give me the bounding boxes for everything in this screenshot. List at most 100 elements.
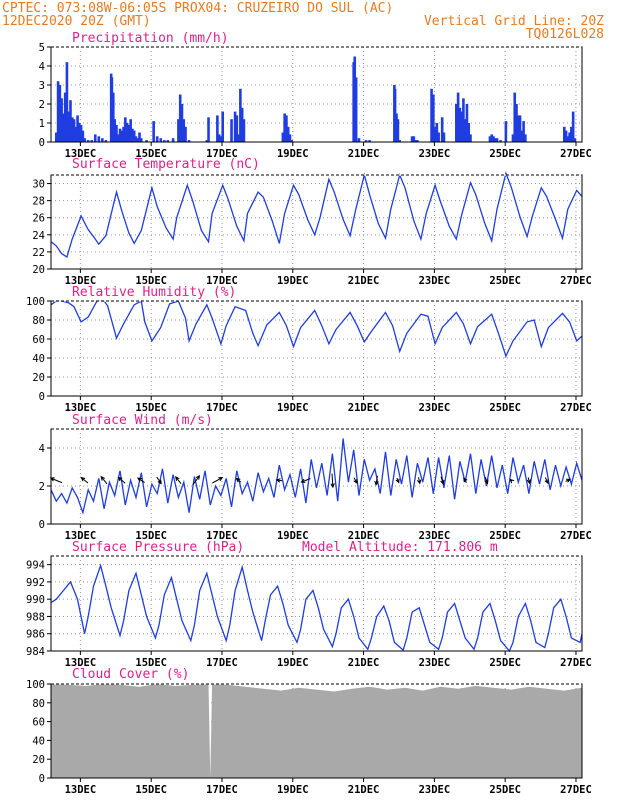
y-tick-label: 28 bbox=[32, 196, 45, 208]
panel-frame bbox=[50, 428, 583, 525]
y-tick-label: 2 bbox=[39, 99, 45, 111]
x-day-label: 27DEC bbox=[560, 148, 592, 160]
precip-bar bbox=[437, 132, 440, 142]
y-tick-label: 4 bbox=[39, 61, 45, 73]
x-day-label: 17DEC bbox=[206, 784, 238, 796]
precip-bar bbox=[131, 128, 134, 142]
precip-bar bbox=[233, 111, 237, 142]
x-day-label: 25DEC bbox=[489, 148, 521, 160]
precip-bar bbox=[573, 138, 577, 142]
precip-bar bbox=[524, 134, 527, 142]
precip-bar bbox=[492, 136, 495, 142]
cloud-cover-area bbox=[51, 684, 582, 778]
x-day-label: 27DEC bbox=[560, 402, 592, 414]
wind-arrow bbox=[395, 477, 400, 484]
wind-arrow bbox=[300, 478, 311, 483]
x-day-label: 21DEC bbox=[348, 275, 380, 287]
precip-bar bbox=[83, 138, 86, 142]
x-day-label: 13DEC bbox=[65, 402, 97, 414]
y-tick-label: 20 bbox=[32, 264, 45, 276]
precip-bar bbox=[65, 62, 69, 143]
precip-bar bbox=[414, 140, 417, 142]
precip-bar bbox=[396, 119, 400, 142]
wind-arrow bbox=[544, 477, 549, 485]
wind-arrow bbox=[80, 476, 89, 484]
precip-bar bbox=[432, 94, 435, 142]
precip-bar bbox=[145, 140, 148, 142]
precip-bar bbox=[504, 121, 508, 142]
x-day-label: 23DEC bbox=[419, 402, 451, 414]
precip-bar bbox=[155, 136, 159, 142]
x-day-label: 17DEC bbox=[206, 148, 238, 160]
panel-title: Surface Temperature (nC) bbox=[72, 157, 260, 172]
wind-arrow bbox=[509, 478, 515, 484]
precip-bar bbox=[177, 119, 180, 142]
header-station-line: CPTEC: 073:08W-06:05S PROX04: CRUZEIRO D… bbox=[2, 1, 393, 16]
x-day-label: 27DEC bbox=[560, 657, 592, 669]
precip-bar bbox=[166, 140, 170, 142]
y-tick-label: 4 bbox=[39, 443, 45, 455]
precip-bar bbox=[410, 136, 414, 142]
y-tick-label: 40 bbox=[32, 353, 45, 365]
precip-bar bbox=[368, 140, 371, 142]
precip-bar bbox=[462, 98, 465, 142]
precip-bar bbox=[456, 92, 460, 142]
wind-arrow bbox=[353, 477, 358, 484]
precip-bar bbox=[127, 124, 131, 142]
precip-bar bbox=[110, 77, 114, 142]
y-tick-label: 60 bbox=[32, 334, 45, 346]
precip-bar bbox=[416, 140, 419, 142]
precip-bar bbox=[240, 107, 244, 142]
x-day-label: 21DEC bbox=[348, 402, 380, 414]
x-day-label: 23DEC bbox=[419, 784, 451, 796]
wind-arrow bbox=[463, 477, 468, 483]
wind-arrow bbox=[275, 478, 283, 483]
precip-bar bbox=[178, 94, 182, 142]
header-grid-line-note: Vertical Grid Line: 20Z bbox=[424, 14, 604, 29]
wind-arrow bbox=[526, 477, 531, 485]
panel-wind: 0 2 4 13DEC 15DEC 17DEC 19DEC 21DEC 23DEC 25DEC 27… bbox=[39, 413, 592, 542]
x-day-label: 15DEC bbox=[135, 657, 167, 669]
precip-bar bbox=[118, 128, 122, 142]
precip-bar bbox=[568, 132, 571, 142]
precip-bar bbox=[113, 119, 117, 142]
precip-bar bbox=[235, 115, 239, 142]
precip-bar bbox=[490, 134, 494, 142]
y-tick-label: 22 bbox=[32, 247, 45, 259]
wind-arrow bbox=[330, 473, 335, 489]
precip-bar bbox=[440, 117, 444, 142]
precip-bar bbox=[495, 138, 499, 142]
precip-bar bbox=[58, 85, 62, 142]
precip-bar bbox=[76, 115, 79, 142]
x-day-label: 15DEC bbox=[135, 784, 167, 796]
precip-bar bbox=[55, 132, 58, 142]
precip-bar bbox=[138, 132, 141, 142]
precip-bar bbox=[458, 107, 462, 142]
y-tick-label: 24 bbox=[32, 230, 45, 242]
x-day-label: 17DEC bbox=[206, 657, 238, 669]
x-day-label: 21DEC bbox=[348, 657, 380, 669]
x-day-label: 21DEC bbox=[348, 530, 380, 542]
precip-bar bbox=[152, 121, 155, 142]
precip-bar bbox=[72, 119, 76, 142]
precip-bar bbox=[570, 126, 573, 142]
precip-bar bbox=[78, 123, 81, 142]
x-day-label: 19DEC bbox=[277, 402, 309, 414]
wind-arrow bbox=[565, 478, 572, 483]
precip-bar bbox=[493, 138, 497, 142]
precip-bar bbox=[139, 138, 143, 142]
y-tick-label: 3 bbox=[39, 80, 45, 92]
x-day-label: 13DEC bbox=[65, 530, 97, 542]
precip-bar bbox=[398, 140, 401, 142]
wind-arrow bbox=[417, 477, 422, 485]
precip-bar bbox=[136, 138, 140, 142]
wind-arrow bbox=[484, 477, 489, 485]
x-day-label: 23DEC bbox=[419, 275, 451, 287]
precip-bar bbox=[216, 115, 219, 142]
precip-bar bbox=[230, 119, 233, 142]
x-day-label: 19DEC bbox=[277, 530, 309, 542]
x-day-label: 13DEC bbox=[65, 275, 97, 287]
precip-bar bbox=[518, 115, 522, 142]
precip-bar bbox=[520, 130, 524, 142]
x-day-label: 19DEC bbox=[277, 657, 309, 669]
